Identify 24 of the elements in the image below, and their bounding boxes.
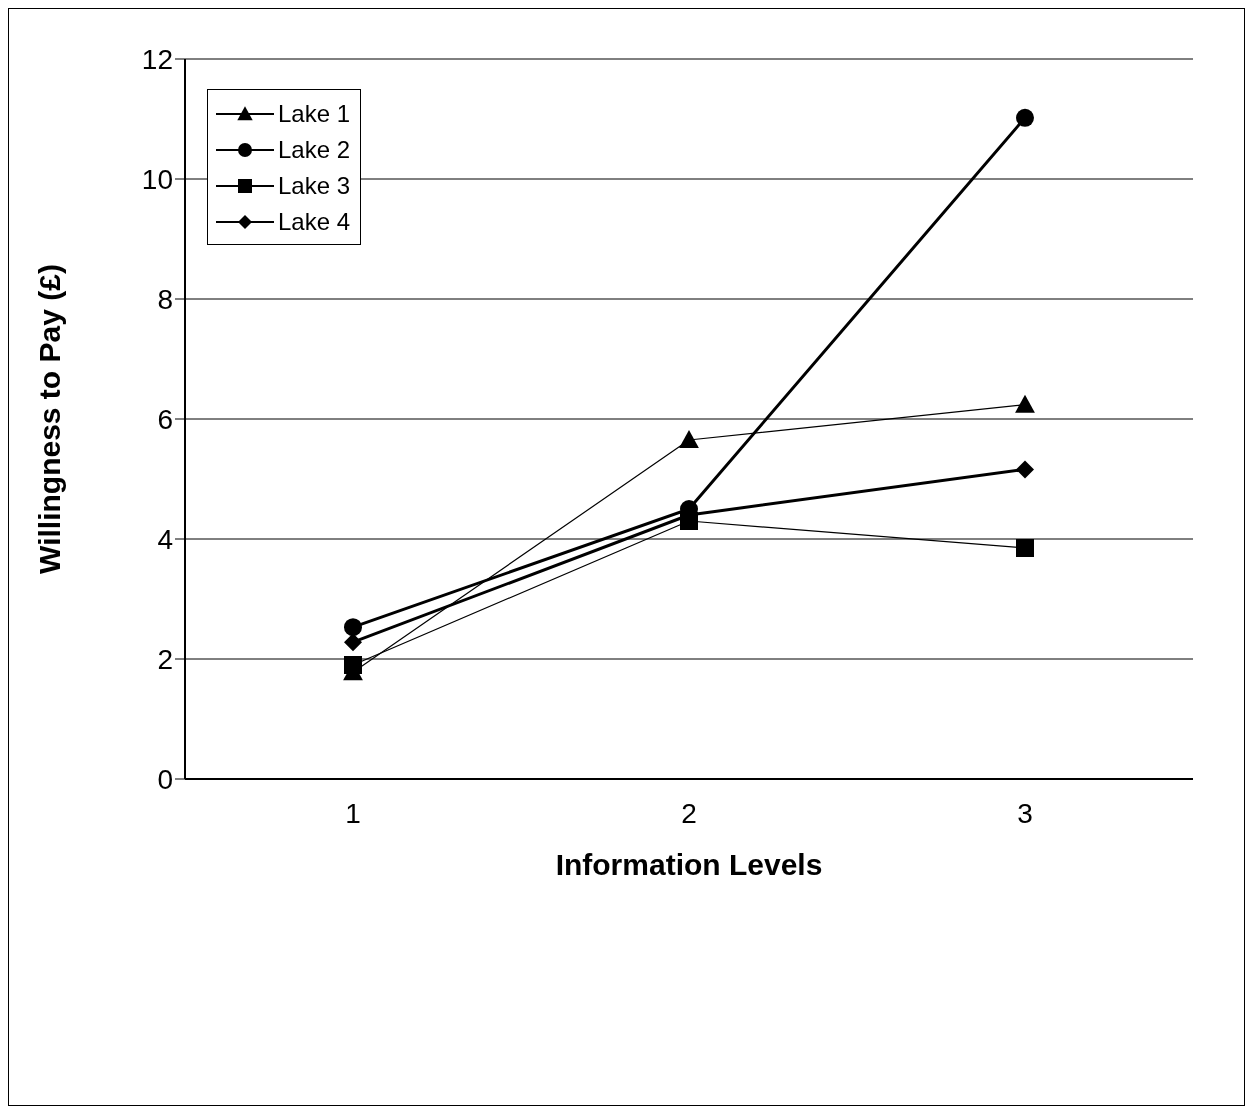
y-tick-label: 4: [157, 523, 173, 555]
y-axis-title: Willingness to Pay (£): [32, 264, 66, 574]
x-tick-label: 3: [1017, 797, 1033, 829]
point: [1016, 539, 1034, 557]
legend-label: Lake 3: [278, 172, 351, 200]
point: [1016, 108, 1034, 127]
point: [679, 430, 699, 449]
legend-label: Lake 4: [278, 208, 351, 236]
y-tick-label: 2: [157, 643, 173, 675]
y-tick-label: 0: [157, 763, 173, 795]
point: [1016, 460, 1034, 479]
legend-label: Lake 1: [278, 100, 351, 128]
legend-label: Lake 2: [278, 136, 351, 164]
point: [344, 656, 362, 674]
x-tick-label: 1: [345, 797, 361, 829]
point: [344, 633, 362, 652]
point: [1015, 394, 1035, 413]
y-tick-label: 10: [141, 163, 173, 195]
x-axis-title: Information Levels: [555, 848, 823, 882]
x-tick-label: 2: [681, 797, 697, 829]
y-tick-label: 12: [141, 43, 173, 75]
point: [344, 618, 362, 637]
y-tick-label: 6: [157, 403, 173, 435]
y-tick-label: 8: [157, 283, 173, 315]
